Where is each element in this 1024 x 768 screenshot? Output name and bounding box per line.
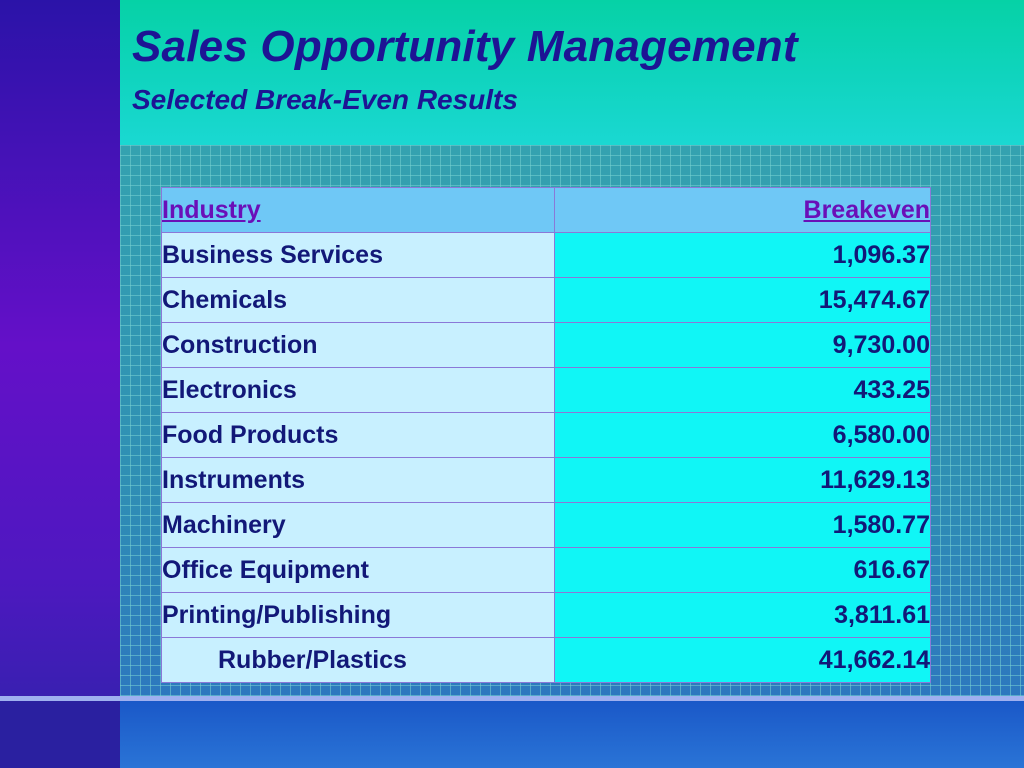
breakeven-cell: 15,474.67 xyxy=(554,277,931,323)
slide-title: Sales Opportunity Management xyxy=(132,22,798,71)
table-row: Chemicals 15,474.67 xyxy=(161,277,931,323)
industry-cell: Machinery xyxy=(161,502,555,548)
table-header-row: Industry Breakeven xyxy=(161,187,931,233)
table-row: Printing/Publishing 3,811.61 xyxy=(161,592,931,638)
industry-cell: Business Services xyxy=(161,232,555,278)
left-accent-bar xyxy=(0,0,120,768)
industry-cell: Office Equipment xyxy=(161,547,555,593)
table-row: Food Products 6,580.00 xyxy=(161,412,931,458)
horizontal-divider xyxy=(0,696,1024,701)
breakeven-cell: 1,580.77 xyxy=(554,502,931,548)
table-row: Electronics 433.25 xyxy=(161,367,931,413)
breakeven-cell: 41,662.14 xyxy=(554,637,931,683)
column-header-industry: Industry xyxy=(161,187,555,233)
industry-cell: Rubber/Plastics xyxy=(161,637,555,683)
table-row: Office Equipment 616.67 xyxy=(161,547,931,593)
breakeven-cell: 433.25 xyxy=(554,367,931,413)
breakeven-cell: 616.67 xyxy=(554,547,931,593)
table-row: Construction 9,730.00 xyxy=(161,322,931,368)
industry-cell: Construction xyxy=(161,322,555,368)
industry-cell: Electronics xyxy=(161,367,555,413)
breakeven-cell: 3,811.61 xyxy=(554,592,931,638)
industry-cell: Food Products xyxy=(161,412,555,458)
table-row: Rubber/Plastics 41,662.14 xyxy=(161,637,931,683)
table-row: Machinery 1,580.77 xyxy=(161,502,931,548)
left-bottom-accent xyxy=(0,701,120,768)
breakeven-cell: 6,580.00 xyxy=(554,412,931,458)
industry-cell: Chemicals xyxy=(161,277,555,323)
breakeven-cell: 11,629.13 xyxy=(554,457,931,503)
industry-cell: Printing/Publishing xyxy=(161,592,555,638)
breakeven-cell: 1,096.37 xyxy=(554,232,931,278)
slide-header: Sales Opportunity Management Selected Br… xyxy=(120,0,1024,145)
breakeven-cell: 9,730.00 xyxy=(554,322,931,368)
slide-subtitle: Selected Break-Even Results xyxy=(132,84,518,115)
column-header-breakeven: Breakeven xyxy=(554,187,931,233)
table-row: Business Services 1,096.37 xyxy=(161,232,931,278)
industry-cell: Instruments xyxy=(161,457,555,503)
breakeven-table: Industry Breakeven Business Services 1,0… xyxy=(161,187,931,683)
bottom-band xyxy=(120,701,1024,768)
table-row: Instruments 11,629.13 xyxy=(161,457,931,503)
